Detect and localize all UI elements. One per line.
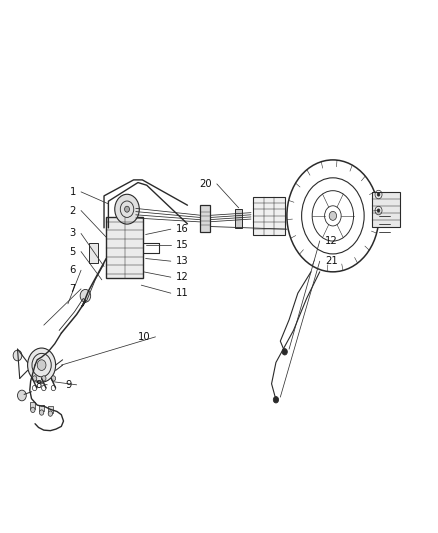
- Circle shape: [51, 376, 56, 381]
- Circle shape: [32, 376, 37, 381]
- Text: 2: 2: [69, 206, 76, 215]
- Text: 10: 10: [138, 332, 150, 342]
- Text: 21: 21: [325, 256, 338, 266]
- Bar: [200, 205, 210, 232]
- Text: 3: 3: [70, 229, 76, 238]
- Circle shape: [377, 193, 380, 196]
- Text: 6: 6: [69, 265, 76, 275]
- Bar: [39, 405, 44, 411]
- Circle shape: [42, 376, 46, 381]
- Circle shape: [18, 390, 26, 401]
- Text: 8: 8: [36, 380, 42, 390]
- Text: 5: 5: [69, 247, 76, 256]
- Bar: [106, 217, 143, 278]
- Bar: [235, 209, 242, 228]
- Circle shape: [273, 397, 279, 403]
- Circle shape: [37, 360, 46, 370]
- Circle shape: [31, 407, 35, 413]
- Circle shape: [329, 212, 336, 220]
- Circle shape: [124, 206, 130, 212]
- Text: 13: 13: [176, 256, 189, 266]
- Circle shape: [377, 209, 380, 212]
- Text: 7: 7: [69, 284, 76, 294]
- Circle shape: [13, 350, 22, 361]
- Circle shape: [48, 411, 53, 416]
- Text: 11: 11: [176, 288, 189, 298]
- Text: 20: 20: [199, 179, 212, 189]
- Circle shape: [282, 349, 287, 355]
- Circle shape: [115, 195, 139, 224]
- Circle shape: [80, 289, 91, 302]
- Bar: [48, 406, 53, 413]
- Text: 9: 9: [65, 380, 71, 390]
- Circle shape: [39, 410, 44, 415]
- Bar: [30, 402, 35, 409]
- Bar: [372, 192, 400, 227]
- Text: 15: 15: [176, 240, 189, 250]
- Text: 12: 12: [176, 272, 189, 282]
- Bar: [253, 197, 285, 235]
- Text: 12: 12: [325, 236, 338, 246]
- Bar: [88, 243, 98, 263]
- Text: 16: 16: [176, 224, 189, 234]
- Text: 1: 1: [69, 187, 76, 197]
- Circle shape: [28, 348, 56, 382]
